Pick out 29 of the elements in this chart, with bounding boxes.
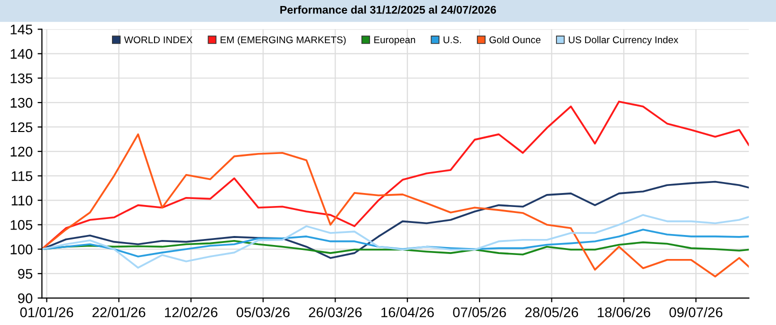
x-tick-label: 09/07/26 [669, 307, 722, 318]
y-tick-label: 145 [10, 24, 32, 34]
legend-label: U.S. [444, 36, 461, 44]
y-tick-label: 110 [12, 196, 32, 206]
x-tick-label: 07/05/26 [453, 307, 506, 318]
legend-label: European [374, 36, 416, 46]
x-tick-label: 12/02/26 [165, 307, 218, 318]
x-tick-label: 01/01/26 [20, 307, 74, 318]
y-tick-label: 125 [10, 122, 32, 132]
y-tick-label: 140 [10, 49, 32, 59]
y-tick-label: 120 [10, 146, 32, 157]
x-tick-label: 05/03/26 [236, 307, 290, 318]
x-tick-label: 18/06/26 [598, 307, 650, 318]
y-tick-label: 100 [10, 244, 32, 254]
x-tick-label: 26/03/26 [308, 307, 362, 318]
x-tick-label: 28/05/26 [525, 307, 578, 318]
chart-title: Performance dal 31/12/2025 al 24/07/2026 [280, 6, 496, 14]
legend-label: EM (EMERGING MARKETS) [220, 36, 346, 46]
legend-label: Gold Ounce [490, 36, 540, 44]
y-tick-label: 130 [10, 98, 32, 108]
legend-label: US Dollar Currency Index [568, 36, 678, 46]
y-tick-label: 135 [10, 73, 32, 84]
x-tick-label: 16/04/26 [381, 307, 434, 318]
y-tick-label: 95 [18, 268, 32, 279]
y-tick-label: 105 [10, 220, 32, 230]
y-tick-label: 115 [12, 171, 32, 182]
x-tick-label: 22/01/26 [92, 307, 146, 318]
y-tick-label: 90 [18, 293, 32, 304]
legend-label: WORLD INDEX [124, 36, 192, 44]
